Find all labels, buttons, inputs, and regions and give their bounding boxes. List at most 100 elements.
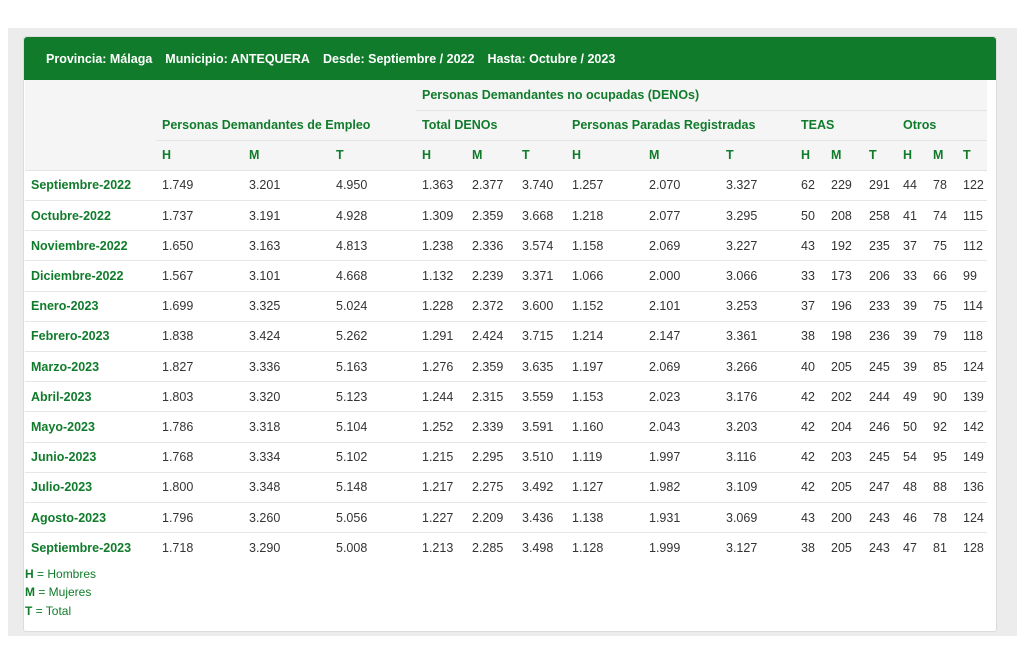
table-cell: 1.999 [649,540,681,555]
table-cell: 3.069 [720,502,795,534]
spacer-cell [156,80,416,110]
table-cell: 88 [927,472,957,503]
table-cell: 5.163 [330,351,416,383]
banner-hasta: Hasta: Octubre / 2023 [487,51,616,66]
subheader-h: H [566,140,643,171]
table-cell: 3.334 [243,442,330,473]
table-cell: 90 [927,381,957,413]
row-period: Agosto-2023 [25,502,156,534]
table-cell: 200 [825,502,863,534]
table-cell: 4.668 [330,260,416,292]
table-cell: 3.492 [516,472,566,503]
table-cell: 149 [957,442,988,473]
header-teas: TEAS [795,110,897,141]
legend-text: = Total [32,603,72,618]
table-cell: 1.827 [156,351,243,383]
table-cell: 3.101 [243,260,330,292]
legend-key: T [25,603,33,618]
table-cell: 1.650 [156,230,243,262]
table-cell: 4.928 [330,200,416,232]
table-cell: 1.737 [156,200,243,232]
row-period: Noviembre-2022 [25,230,156,262]
table-cell: 2.315 [466,381,516,413]
table-cell: 2.070 [643,170,720,202]
table-cell: 3.327 [720,170,795,202]
table-cell: 173 [825,260,863,292]
table-cell: 243 [863,502,897,534]
table-cell: 78 [927,170,957,202]
table-cell: 3.424 [243,321,330,353]
table-cell: 46 [897,502,927,534]
table-cell: 81 [933,540,947,555]
report-card: Provincia: Málaga Municipio: ANTEQUERA D… [23,36,997,632]
table-cell: 3.498 [522,540,554,555]
table-cell: 205 [825,472,863,503]
table-cell: 124 [957,502,988,534]
table-cell: 38 [795,321,825,353]
table-row: Enero-2023 1.699 3.325 5.024 1.228 2.372 3.600… [25,291,988,322]
header-demandantes: Personas Demandantes de Empleo [156,110,416,141]
table-cell: 1.803 [156,381,243,413]
table-cell: 1.567 [156,260,243,292]
table-cell: 39 [897,351,927,383]
table-cell: 245 [863,442,897,473]
row-period: Marzo-2023 [25,351,156,383]
table-cell: 66 [927,260,957,292]
row-period: Diciembre-2022 [25,260,156,292]
row-period: Octubre-2022 [25,200,156,232]
row-period: Julio-2023 [25,472,156,503]
table-cell: 42 [795,442,825,473]
table-cell: 1.699 [156,291,243,322]
table-cell: 42 [795,381,825,413]
table-cell: 1.158 [566,230,643,262]
data-table: Personas Demandantes no ocupadas (DENOs)… [25,80,988,563]
table-row: Julio-2023 1.800 3.348 5.148 1.217 2.275 3.492… [25,472,988,503]
subheader-t: T [957,140,988,171]
table-cell: 258 [863,200,897,232]
table-cell: 112 [957,230,988,262]
subheader-t: T [330,140,416,171]
subheader-t: T [720,140,795,171]
table-cell: 243 [869,540,890,555]
table-cell: 2.043 [643,411,720,443]
table-cell: 3.348 [243,472,330,503]
table-cell: 1.138 [566,502,643,534]
table-cell: 245 [863,351,897,383]
table-cell: 3.109 [720,472,795,503]
table-cell: 2.339 [466,411,516,443]
table-cell: 40 [795,351,825,383]
table-cell: 202 [825,381,863,413]
table-cell: 3.295 [720,200,795,232]
table-cell: 75 [927,230,957,262]
table-row: Marzo-2023 1.827 3.336 5.163 1.276 2.359 3.635… [25,351,988,383]
table-cell: 139 [957,381,988,413]
table-cell: 1.238 [416,230,466,262]
table-cell: 1.066 [566,260,643,292]
table-cell: 1.291 [416,321,466,353]
table-cell: 3.290 [249,540,281,555]
table-cell: 79 [927,321,957,353]
table-cell: 235 [863,230,897,262]
table-cell: 37 [897,230,927,262]
table-cell: 1.796 [156,502,243,534]
table-cell: 2.069 [643,230,720,262]
table-cell: 41 [897,200,927,232]
subheader-m: M [927,140,957,171]
filter-banner: Provincia: Málaga Municipio: ANTEQUERA D… [24,37,996,80]
subheader-t: T [516,140,566,171]
table-cell: 4.813 [330,230,416,262]
table-cell: 1.257 [566,170,643,202]
table-cell: 208 [825,200,863,232]
table-cell: 49 [897,381,927,413]
legend-text: = Hombres [33,566,97,581]
legend: H = Hombres M = Mujeres T = Total [24,565,996,621]
table-cell: 2.077 [643,200,720,232]
table-row: Febrero-2023 1.838 3.424 5.262 1.291 2.424 3.7… [25,321,988,353]
subheader-h: H [156,140,243,171]
table-cell: 37 [795,291,825,322]
table-cell: 5.102 [330,442,416,473]
table-cell: 206 [863,260,897,292]
table-cell: 3.191 [243,200,330,232]
table-cell: 2.372 [466,291,516,322]
row-period: Junio-2023 [25,442,156,473]
